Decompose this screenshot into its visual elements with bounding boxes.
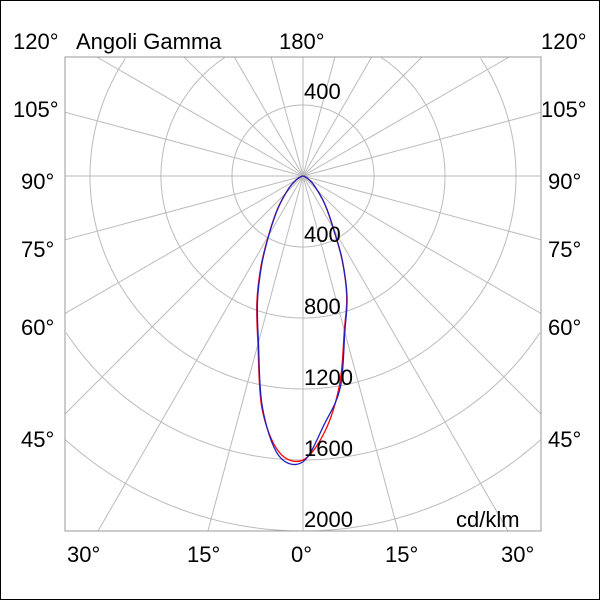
angle-label-right: 60° bbox=[548, 315, 581, 340]
angle-label-bottom: 15° bbox=[385, 542, 418, 567]
grid-spoke bbox=[302, 56, 336, 177]
grid-spoke bbox=[302, 111, 542, 177]
angle-label-left: 120° bbox=[13, 29, 59, 54]
grid-spoke bbox=[96, 56, 304, 177]
grid-ring bbox=[65, 332, 541, 461]
radial-label: 2000 bbox=[304, 507, 353, 532]
angle-label-left: 60° bbox=[21, 315, 54, 340]
angle-label-bottom: 30° bbox=[501, 542, 534, 567]
grid-spoke bbox=[233, 56, 304, 177]
unit-label: cd/klm bbox=[456, 507, 520, 532]
curves bbox=[256, 175, 348, 466]
grid-spoke bbox=[302, 56, 373, 177]
grid-spoke bbox=[302, 175, 399, 532]
grid-ring bbox=[65, 439, 541, 532]
grid-spoke bbox=[207, 175, 304, 532]
grid-spoke bbox=[302, 56, 510, 177]
radial-label: 800 bbox=[304, 294, 341, 319]
series-curve-1 bbox=[256, 175, 348, 466]
grid-spoke bbox=[302, 175, 509, 532]
angle-label-bottom: 15° bbox=[187, 542, 220, 567]
radial-label: 400 bbox=[304, 222, 341, 247]
radial-label: 1600 bbox=[304, 436, 353, 461]
angle-label-left: 90° bbox=[21, 169, 54, 194]
grid-spoke bbox=[64, 111, 304, 177]
angle-label-left: 105° bbox=[13, 97, 59, 122]
grid-spoke bbox=[64, 175, 304, 314]
grid-spoke bbox=[97, 175, 304, 532]
angle-label-bottom: 30° bbox=[67, 542, 100, 567]
angle-label-left: 45° bbox=[21, 427, 54, 452]
radial-label-top: 400 bbox=[304, 79, 341, 104]
grid-spoke bbox=[64, 175, 304, 241]
angle-label-bottom: 0° bbox=[291, 542, 312, 567]
angle-label-right: 120° bbox=[541, 29, 587, 54]
grid-spoke bbox=[302, 175, 542, 415]
grid bbox=[64, 56, 542, 532]
angle-label-right: 90° bbox=[548, 169, 581, 194]
grid-spoke bbox=[302, 56, 423, 177]
radial-label: 1200 bbox=[304, 365, 353, 390]
grid-spoke bbox=[302, 175, 542, 241]
chart-title: Angoli Gamma bbox=[76, 29, 222, 54]
grid-spoke bbox=[270, 56, 304, 177]
grid-spoke bbox=[64, 175, 304, 415]
angle-label-left: 75° bbox=[21, 237, 54, 262]
angle-label-top: 180° bbox=[279, 29, 325, 54]
grid-spoke bbox=[183, 56, 304, 177]
grid-ring bbox=[160, 57, 446, 319]
angle-label-right: 45° bbox=[548, 427, 581, 452]
angle-label-right: 75° bbox=[548, 237, 581, 262]
angle-label-right: 105° bbox=[541, 97, 587, 122]
plot-frame bbox=[64, 56, 542, 532]
grid-spoke bbox=[302, 175, 542, 314]
grid-ring bbox=[89, 58, 517, 390]
